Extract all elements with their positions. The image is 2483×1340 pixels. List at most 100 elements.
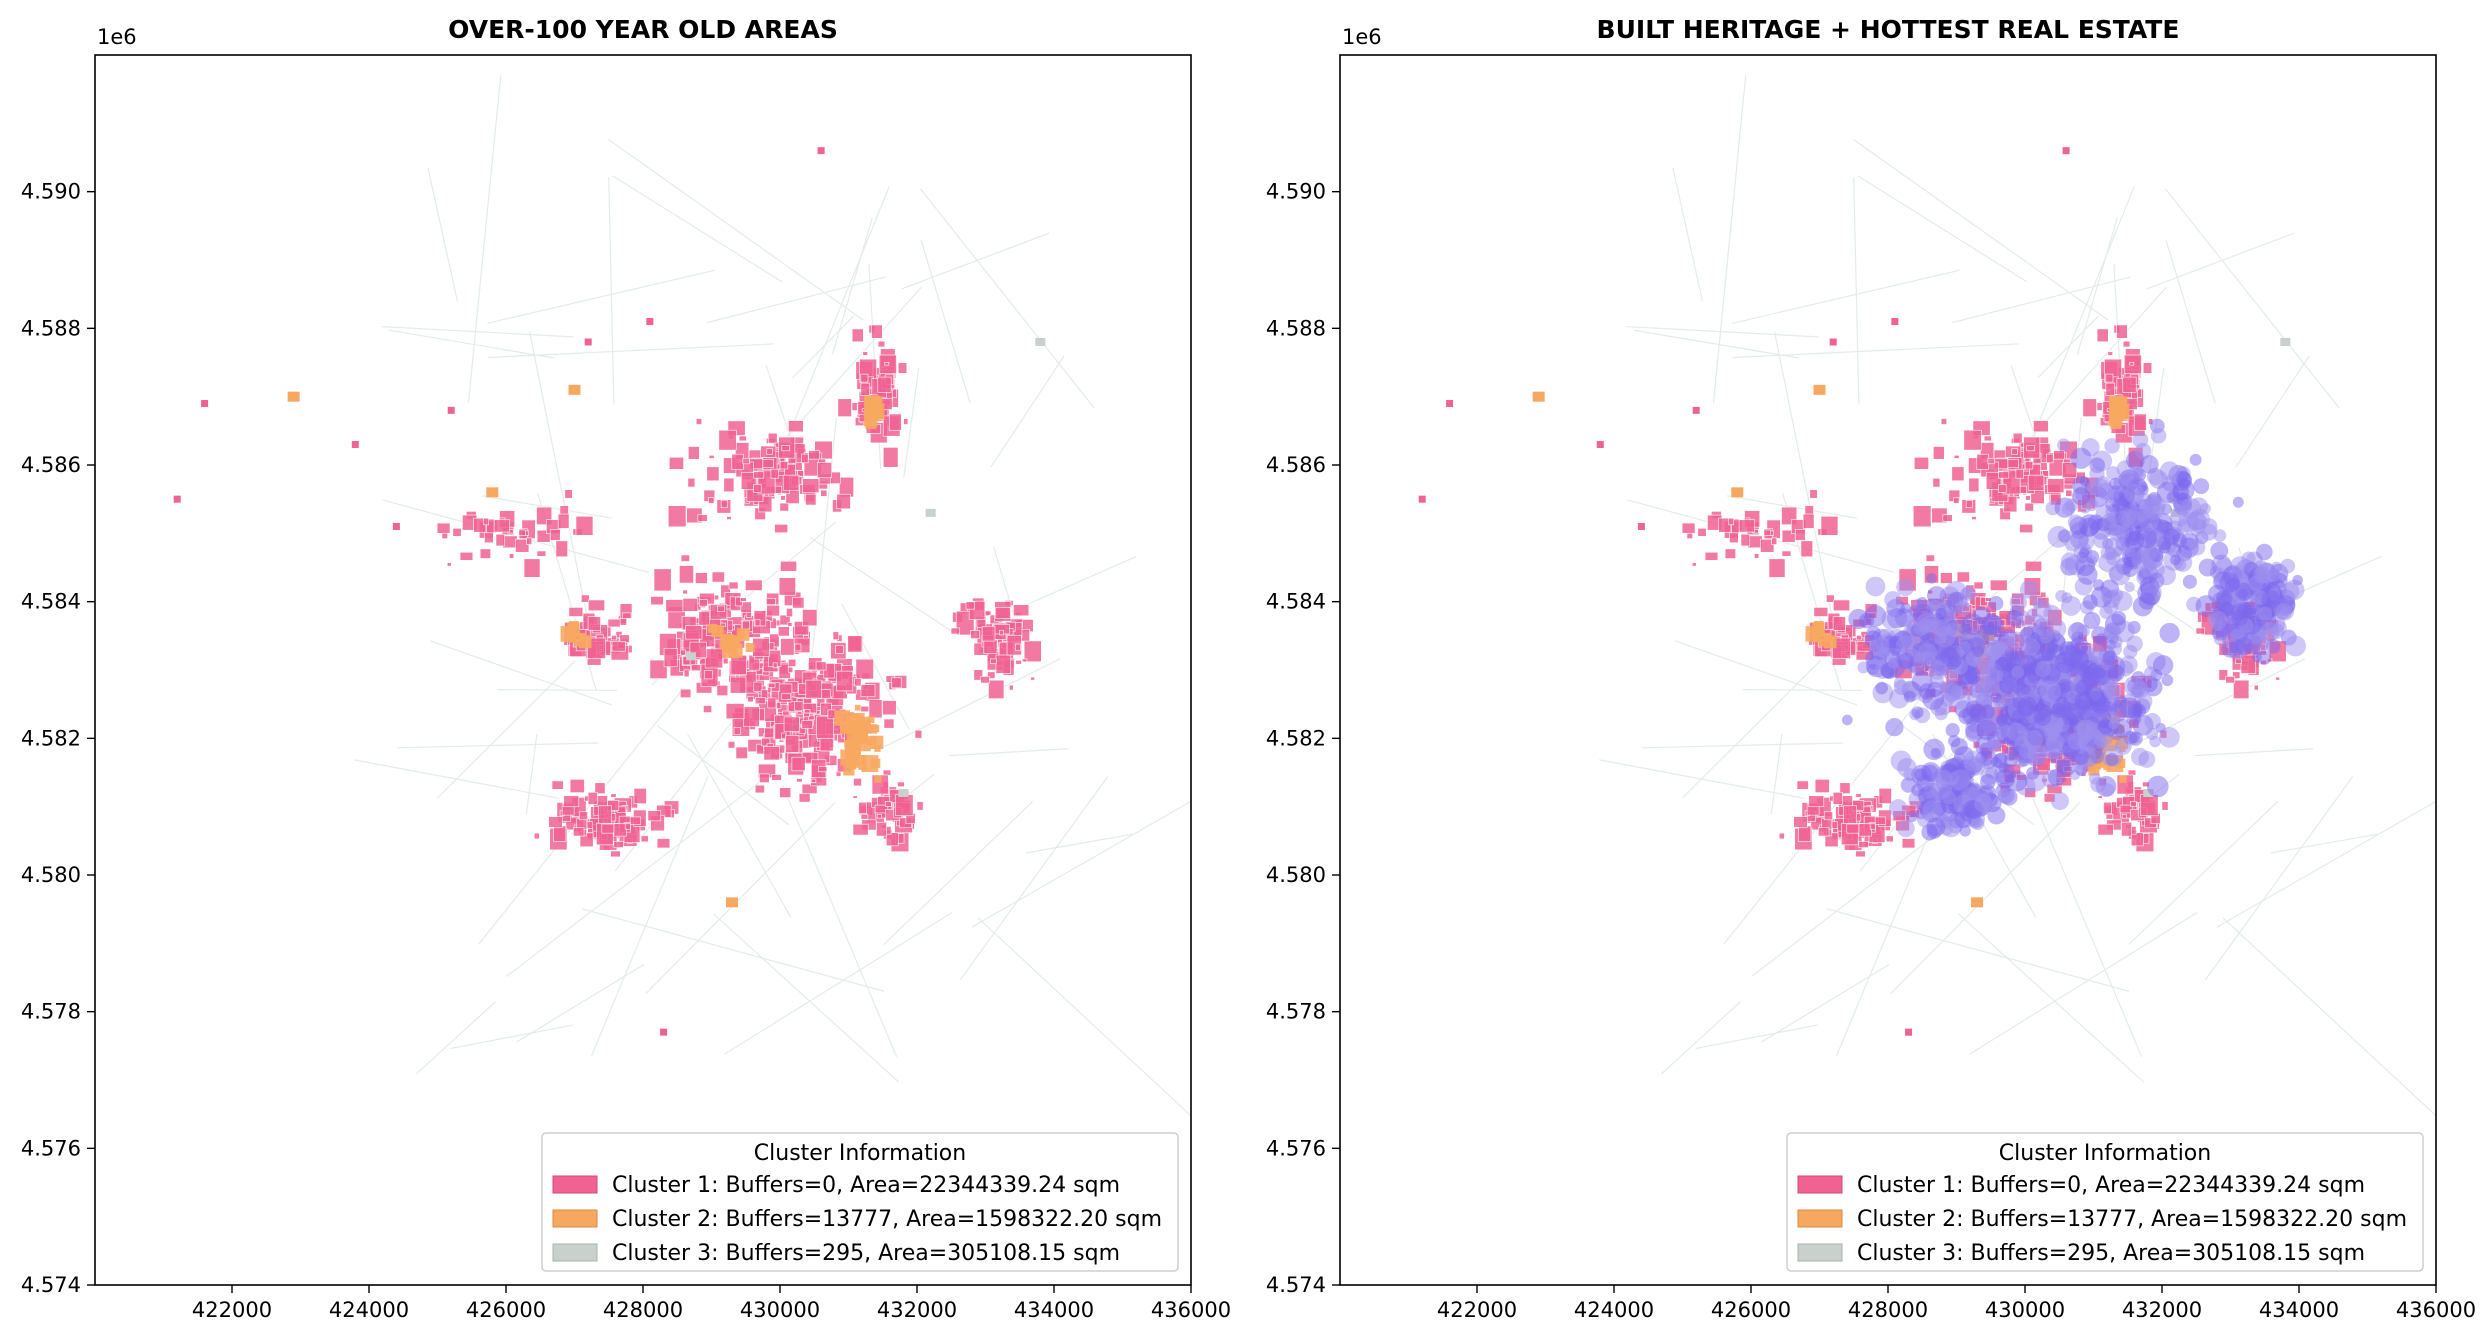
street-segment [516, 963, 645, 1043]
street-segment [1853, 177, 1860, 405]
cluster-1-area [753, 681, 763, 692]
cluster-1-area [779, 502, 789, 512]
y-tick-label: 4.580 [21, 863, 81, 887]
cluster-1-area [820, 489, 828, 497]
hotspot-point [1887, 656, 1900, 669]
cluster-1-area [629, 816, 641, 825]
cluster-1-area [587, 791, 598, 805]
street-segment [1761, 963, 1890, 1043]
hotspot-point [1889, 645, 1901, 656]
cluster-1-area [2121, 813, 2127, 819]
legend-entry-cluster-3-left: Cluster 3: Buffers=295, Area=305108.15 s… [552, 1241, 1120, 1266]
cluster-1-area [723, 477, 735, 493]
cluster-1-area [2065, 489, 2073, 497]
street-segment [971, 800, 1191, 928]
cluster-1-area [679, 565, 694, 584]
hotspot-point [2159, 461, 2180, 481]
cluster-1-area [742, 458, 750, 465]
hotspot-point [2048, 768, 2066, 787]
hotspot-point [2019, 580, 2039, 599]
hotspot-point [2193, 478, 2210, 495]
hotspot-point [2255, 562, 2277, 584]
cluster-1-area [1963, 429, 1982, 451]
street-segment [883, 801, 1033, 946]
hotspot-point [2009, 593, 2027, 611]
cluster-1-area [563, 795, 580, 808]
cluster-1-area [2133, 413, 2147, 431]
cluster-1-area [688, 446, 700, 460]
cluster-3-areas-left [685, 338, 1046, 797]
cluster-1-area [981, 626, 996, 642]
cluster-2-area [854, 704, 861, 711]
y-offset-label-right: 1e6 [1342, 25, 1382, 49]
street-segment [2146, 232, 2295, 290]
hotspot-point [2189, 453, 2202, 466]
hotspot-point [2256, 543, 2273, 561]
cluster-1-area [810, 778, 817, 784]
y-tick-label: 4.588 [1266, 316, 1326, 340]
hotspot-point [1935, 769, 1953, 788]
cluster-1-area [1913, 456, 1929, 470]
cluster-1-area [588, 599, 605, 611]
hotspot-point [2257, 606, 2273, 621]
street-segment [901, 232, 1050, 290]
hotspot-point [1989, 737, 2001, 750]
cluster-1-area [1697, 528, 1707, 537]
cluster-1-area [730, 676, 747, 694]
legend-label-cluster-1-left: Cluster 1: Buffers=0, Area=22344339.24 s… [612, 1173, 1120, 1198]
hotspot-point [1911, 706, 1924, 719]
cluster-1-area [970, 630, 980, 639]
hotspot-point [2026, 766, 2040, 780]
cluster-1-area [781, 693, 791, 700]
cluster-1-area [2142, 362, 2153, 374]
hotspot-point [2117, 508, 2136, 527]
cluster-1-area [551, 780, 564, 790]
cluster-1-area [995, 607, 1011, 619]
cluster-1-area [1802, 513, 1815, 529]
cluster-1-area [860, 684, 876, 698]
cluster-2-area [870, 758, 881, 769]
cluster-2-area [874, 775, 882, 783]
street-segment [920, 240, 971, 404]
cluster-1-area [766, 604, 780, 617]
cluster-1-area [1013, 604, 1030, 617]
cluster-1-area [820, 702, 832, 716]
hotspot-point [2105, 752, 2119, 766]
hotspot-point [2144, 713, 2161, 730]
hotspot-point [2076, 764, 2088, 776]
cluster-1-area [633, 788, 647, 804]
hotspot-point [2110, 588, 2124, 602]
cluster-1-area [2011, 448, 2018, 455]
cluster-2-area [1731, 487, 1744, 498]
y-tick-label: 4.590 [21, 180, 81, 204]
hotspot-point [1926, 573, 1937, 584]
y-tick-label: 4.582 [21, 726, 81, 750]
cluster-1-area [1728, 517, 1734, 526]
panel-right: BUILT HERITAGE + HOTTEST REAL ESTATE 1e6… [1266, 15, 2476, 1322]
cluster-1-area [1704, 551, 1719, 561]
cluster-1-area [708, 497, 715, 504]
hotspot-point [1884, 591, 1902, 609]
hotspot-point [1959, 825, 1971, 837]
cluster-1-area [852, 795, 858, 799]
cluster-1-area [781, 445, 790, 452]
cluster-1-area [1724, 548, 1736, 559]
cluster-1-area [725, 703, 745, 720]
cluster-1-area [2122, 340, 2131, 348]
hotspot-point [2156, 565, 2176, 586]
cluster-1-area [731, 453, 744, 470]
legend-label-cluster-2-right: Cluster 2: Buffers=13777, Area=1598322.2… [1857, 1207, 2407, 1232]
cluster-1-area [1874, 816, 1886, 825]
cluster-3-area [898, 789, 909, 797]
x-tick-label: 436000 [2396, 1298, 2476, 1322]
cluster-1-area [706, 466, 720, 482]
cluster-1-area [801, 720, 813, 729]
street-segment [1025, 833, 1133, 854]
cluster-1-area [611, 635, 617, 641]
cluster-1-area [2129, 362, 2135, 366]
hotspot-point [2095, 667, 2107, 679]
cluster-1-area [860, 373, 869, 383]
cluster-1-area [2019, 524, 2034, 533]
hotspot-point [2067, 514, 2084, 530]
